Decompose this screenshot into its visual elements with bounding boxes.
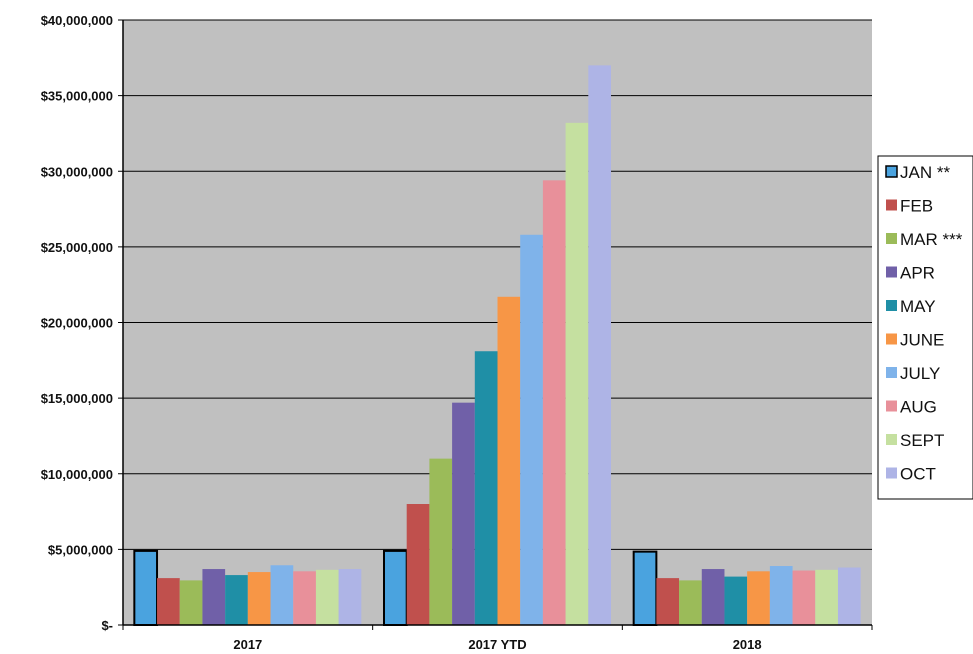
legend-swatch xyxy=(886,434,897,445)
legend-swatch xyxy=(886,300,897,311)
y-tick-label: $25,000,000 xyxy=(41,240,113,255)
legend-swatch xyxy=(886,266,897,278)
bar-may-2017 xyxy=(225,575,248,625)
bar-june-2017 xyxy=(247,572,271,625)
bar-apr-2017ytd xyxy=(452,402,475,625)
bar-july-2017 xyxy=(270,565,294,625)
bar-oct-2017ytd xyxy=(588,65,611,625)
bar-oct-2018 xyxy=(837,567,861,625)
y-tick-label: $10,000,000 xyxy=(41,467,113,482)
bar-june-2018 xyxy=(747,571,770,625)
legend-label: AUG xyxy=(900,398,937,417)
x-axis: 2017 2017 YTD 2018 xyxy=(122,20,873,652)
bar-feb-2018 xyxy=(656,578,680,625)
bar-mar-2017ytd xyxy=(429,458,453,625)
y-axis: $- $5,000,000 $10,000,000 $15,000,000 $20,00… xyxy=(41,13,123,633)
x-tick-label: 2017 YTD xyxy=(468,637,526,652)
bar-aug-2018 xyxy=(792,570,816,625)
y-tick-label: $40,000,000 xyxy=(41,13,113,28)
legend-swatch xyxy=(886,333,897,345)
y-tick-label: $- xyxy=(101,618,113,633)
legend-swatch xyxy=(886,467,897,479)
y-tick-label: $15,000,000 xyxy=(41,391,113,406)
bar-sept-2017 xyxy=(315,569,339,625)
bar-sept-2018 xyxy=(815,569,838,625)
x-tick-label: 2018 xyxy=(733,637,762,652)
bar-july-2017ytd xyxy=(520,234,543,625)
bar-apr-2018 xyxy=(701,569,725,625)
bar-may-2018 xyxy=(724,576,748,625)
legend-swatch xyxy=(885,165,898,178)
bar-jan-2017ytd xyxy=(383,549,408,627)
bar-jan-2018 xyxy=(632,550,658,626)
legend-label: MAR *** xyxy=(900,230,963,249)
legend-label: SEPT xyxy=(900,431,944,450)
bar-mar-2017 xyxy=(179,580,203,625)
bar-oct-2017 xyxy=(338,569,362,625)
x-tick-label: 2017 xyxy=(233,637,262,652)
legend-swatch xyxy=(886,367,897,378)
legend-swatch xyxy=(886,400,897,412)
y-tick-label: $5,000,000 xyxy=(48,542,113,557)
legend-label: FEB xyxy=(900,197,933,216)
bar-aug-2017 xyxy=(293,571,316,625)
bar-july-2018 xyxy=(769,566,793,625)
legend-label: JUNE xyxy=(900,331,944,350)
bar-jan-2017 xyxy=(133,549,159,627)
legend-label: JAN ** xyxy=(900,163,950,182)
legend-label: JULY xyxy=(900,364,940,383)
bar-feb-2017 xyxy=(157,578,180,625)
legend-swatch xyxy=(886,199,897,211)
bar-may-2017ytd xyxy=(474,351,498,625)
bar-feb-2017ytd xyxy=(406,504,430,625)
bar-sept-2017ytd xyxy=(565,122,589,625)
bar-aug-2017ytd xyxy=(542,180,566,625)
bar-apr-2017 xyxy=(202,569,226,625)
y-tick-label: $20,000,000 xyxy=(41,316,113,331)
y-tick-label: $30,000,000 xyxy=(41,164,113,179)
legend-label: OCT xyxy=(900,465,936,484)
y-tick-label: $35,000,000 xyxy=(41,89,113,104)
bar-june-2017ytd xyxy=(497,296,521,625)
legend-swatch xyxy=(886,233,897,244)
legend-label: MAY xyxy=(900,297,936,316)
bar-mar-2018 xyxy=(679,580,702,625)
legend: JAN ** FEB MAR *** APR MAY JUNE JULY AUG SEPT OCT xyxy=(877,155,973,500)
legend-label: APR xyxy=(900,264,935,283)
